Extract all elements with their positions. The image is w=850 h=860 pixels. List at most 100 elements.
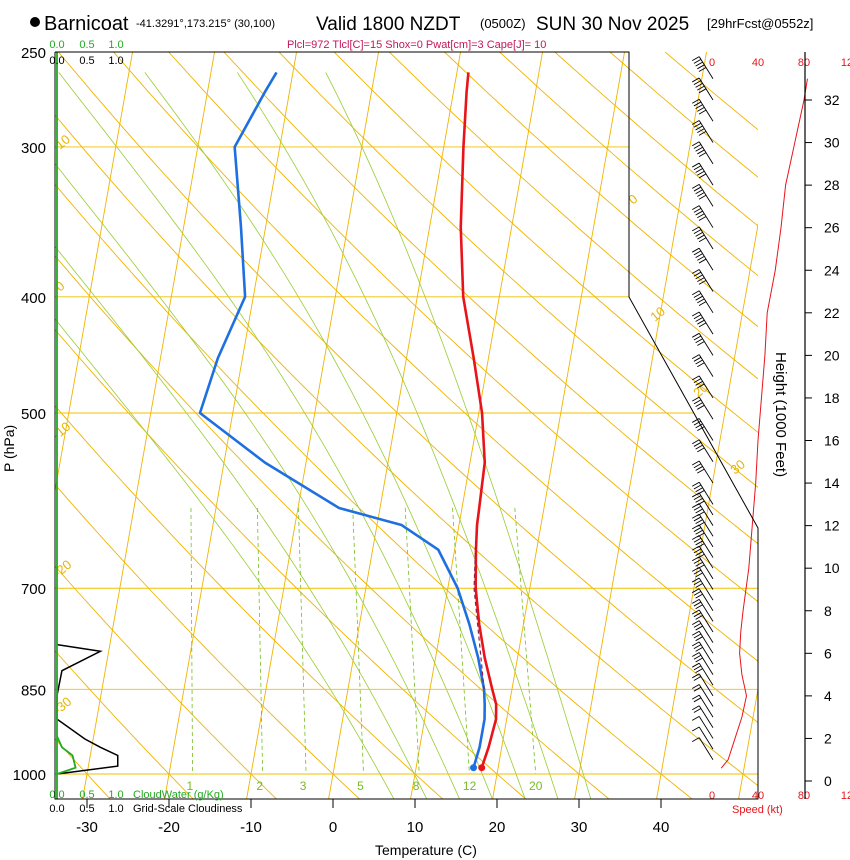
- cloudwater-tick-bottom: 1.0: [108, 789, 123, 801]
- cloudiness-tick-bottom: 0.5: [79, 803, 94, 815]
- dry-adiabat-line: [554, 52, 758, 227]
- wind-barb-flag: [691, 183, 700, 189]
- wind-barb-flag: [697, 85, 705, 91]
- wind-barb-flag: [698, 130, 707, 136]
- wind-barb: [691, 726, 714, 750]
- wind-barb-flag: [691, 705, 700, 711]
- wind-barb-flag: [698, 237, 707, 243]
- wind-barb-flag: [693, 271, 702, 277]
- height-tick-label: 20: [824, 347, 840, 363]
- dry-adiabat-line: [609, 52, 758, 178]
- wind-barb-flag: [693, 122, 702, 128]
- wind-barb-flag: [695, 168, 703, 173]
- wind-barb: [691, 694, 714, 718]
- wind-barb-flag: [695, 444, 703, 450]
- wind-barb-staff: [698, 631, 714, 654]
- wind-barb-flag: [691, 120, 700, 125]
- cloudiness-tick-top: 1.0: [108, 55, 123, 67]
- x-tick-label: 20: [489, 819, 506, 836]
- wind-barb-flag: [691, 290, 700, 296]
- wind-barb-flag: [695, 508, 703, 514]
- wind-barb-staff: [698, 684, 714, 707]
- isotherm-line: [492, 52, 625, 799]
- wind-barb-flag: [695, 295, 703, 301]
- speed-tick-label-top: 40: [752, 57, 764, 69]
- wind-barb-flag: [691, 598, 700, 604]
- wind-barb-flag: [695, 487, 703, 493]
- dry-adiabat-line: [278, 52, 758, 488]
- x-tick-label: 0: [329, 819, 337, 836]
- mixing-ratio-line: [298, 507, 307, 775]
- cloudiness-tick-bottom: 1.0: [108, 803, 123, 815]
- dry-adiabat-line: [58, 52, 758, 724]
- wind-barb-staff: [698, 290, 714, 314]
- wind-barb: [691, 630, 714, 654]
- wind-barb-flag: [691, 737, 700, 743]
- wind-barb: [691, 247, 714, 271]
- wind-barb-flag: [697, 511, 705, 517]
- wind-barb-flag: [695, 61, 703, 67]
- wind-barb-flag: [697, 341, 705, 346]
- wind-barb-flag: [693, 686, 702, 692]
- wind-barb: [691, 375, 714, 399]
- wind-barb-staff: [698, 439, 714, 463]
- wind-barb-staff: [698, 77, 714, 101]
- wind-barb-staff: [698, 641, 714, 665]
- wind-barb-staff: [698, 535, 714, 558]
- wind-barb-staff: [698, 524, 714, 548]
- wind-barb-staff: [698, 556, 714, 580]
- wind-barb-flag: [697, 426, 705, 431]
- wind-barb-staff: [698, 226, 714, 250]
- cloudiness-tick-bottom: 0.0: [49, 803, 64, 815]
- wind-barb-flag: [691, 641, 700, 647]
- wind-barb-staff: [698, 726, 714, 750]
- wind-barb: [691, 141, 714, 165]
- cloudwater-tick-bottom: 0.5: [79, 789, 94, 801]
- wind-barb-staff: [698, 56, 714, 79]
- wind-barb-flag: [691, 141, 700, 147]
- x-tick-label: -20: [158, 819, 180, 836]
- x-tick-label: 10: [407, 819, 424, 836]
- wind-barb: [691, 354, 714, 377]
- wind-barb-flag: [691, 577, 700, 583]
- adiabat-label: -30: [50, 694, 74, 718]
- wind-barb: [691, 332, 714, 356]
- temperature-profile: [459, 72, 498, 769]
- x-axis-title: Temperature (C): [375, 842, 477, 858]
- wind-barb: [691, 684, 714, 707]
- adiabat-label: 10: [647, 304, 668, 325]
- wind-barb-flag: [698, 322, 707, 328]
- wind-barb-flag: [697, 553, 705, 559]
- wind-barb-flag: [697, 383, 705, 389]
- wind-barb-flag: [693, 527, 702, 532]
- wind-barb-flag: [695, 572, 703, 578]
- wind-barb-flag: [695, 497, 703, 503]
- height-tick-label: 32: [824, 92, 840, 108]
- wind-barb-flag: [693, 559, 702, 564]
- dry-adiabat-line: [55, 650, 194, 799]
- pressure-label: 300: [21, 140, 46, 157]
- wind-barb: [691, 439, 714, 463]
- wind-barb: [691, 418, 714, 441]
- wind-barb-flag: [691, 354, 700, 359]
- dry-adiabat-line: [168, 52, 758, 603]
- moist-adiabat-line: [236, 72, 559, 799]
- wind-barb-staff: [698, 545, 714, 569]
- mixing-ratio-line: [514, 507, 537, 775]
- isotherm-line: [738, 686, 758, 799]
- speed-axis-title: Speed (kt): [732, 804, 783, 816]
- wind-barb-flag: [695, 593, 703, 599]
- wind-barb-flag: [691, 226, 700, 232]
- wind-barb: [691, 620, 714, 643]
- wind-barb-flag: [698, 67, 707, 72]
- mixing-ratio-label: 2: [256, 779, 263, 793]
- moist-adiabat-line: [55, 163, 460, 799]
- speed-tick-label-top: 120: [841, 57, 850, 69]
- wind-barb: [691, 162, 714, 186]
- wind-barb-staff: [698, 513, 714, 537]
- cloudiness-title: Grid-Scale Cloudiness: [133, 803, 243, 815]
- wind-barb-flag: [693, 250, 702, 256]
- wind-barb-staff: [698, 599, 714, 622]
- wind-barb-flag: [691, 715, 700, 721]
- wind-barb-flag: [691, 247, 700, 253]
